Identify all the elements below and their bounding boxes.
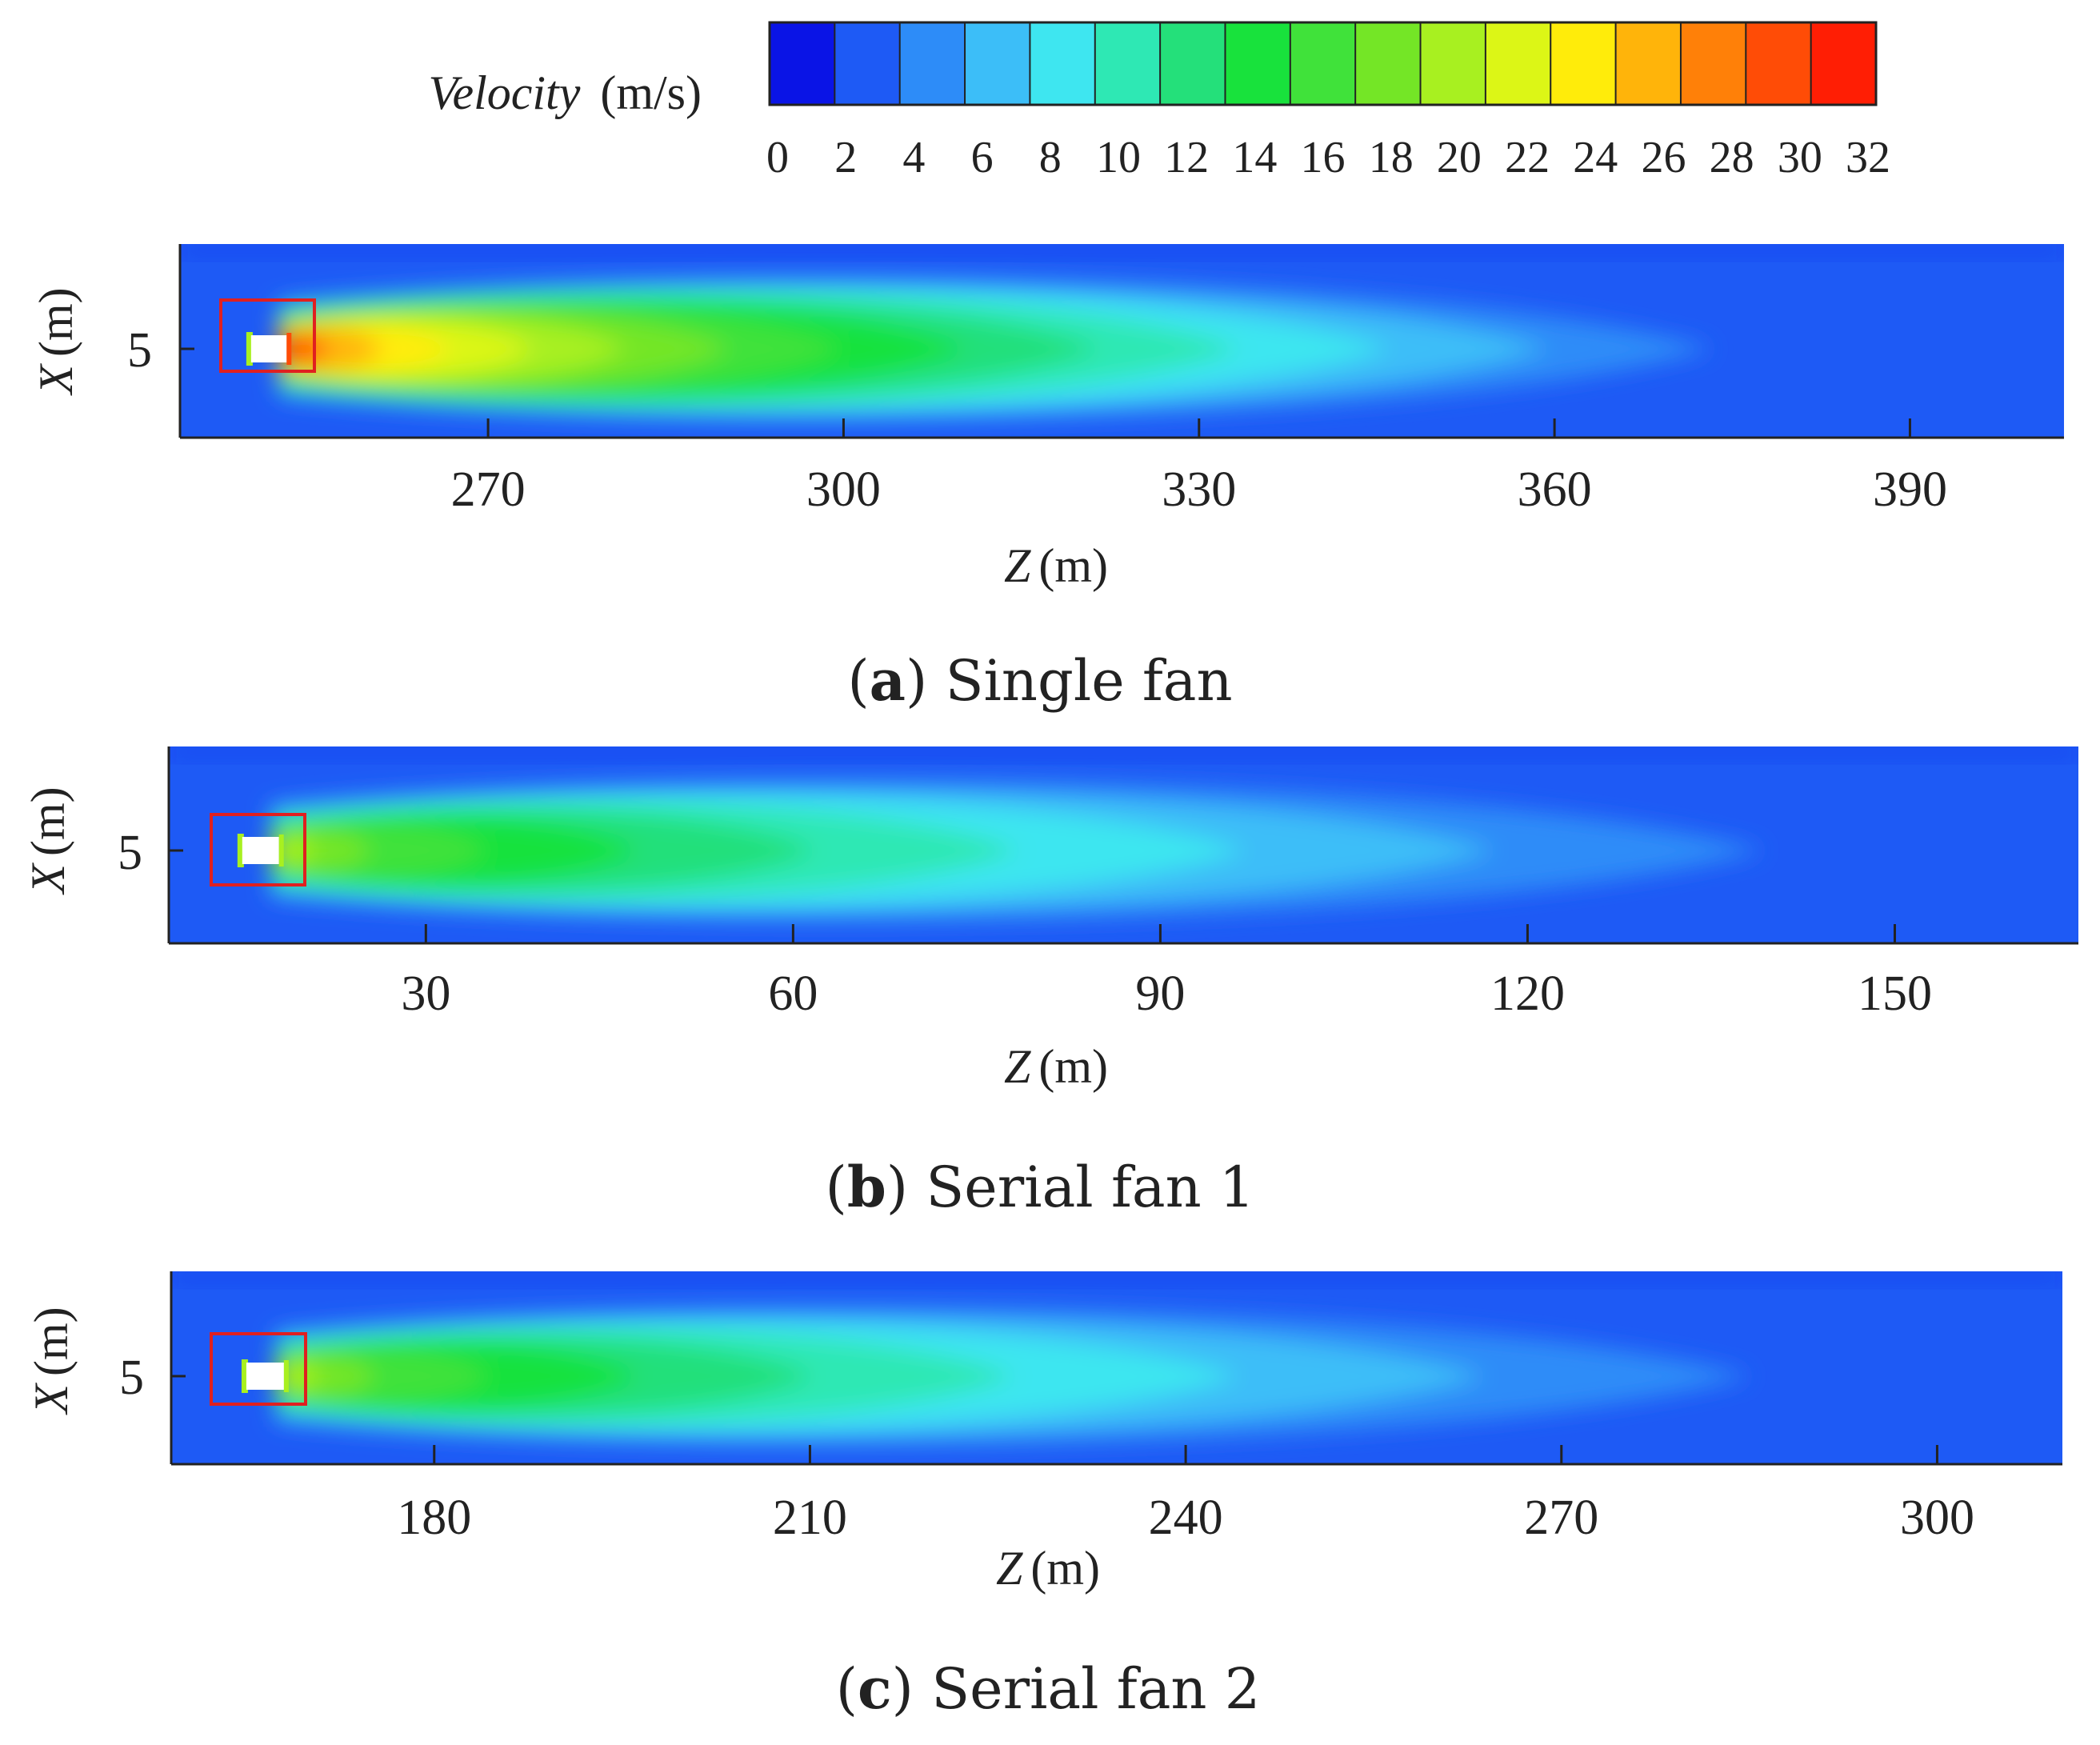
x-tick-label: 150	[1858, 967, 1932, 1021]
fan-highlight-box-c	[210, 1332, 307, 1406]
contour-field-c	[171, 1271, 2062, 1464]
colorbar-cell	[1354, 22, 1422, 106]
y-axis-label-b: X(m)	[22, 786, 74, 895]
colorbar-cell	[1224, 22, 1292, 106]
fan-highlight-box-a	[219, 298, 316, 373]
y-tick-label-b: 5	[118, 826, 142, 880]
panel-a: 5 270 300 330 360 390 X(m) Z (m) (a) Single f…	[30, 244, 2064, 714]
colorbar-tick-label: 32	[1846, 133, 1890, 182]
x-tick-label: 30	[401, 967, 450, 1021]
colorbar-cell	[964, 22, 1031, 106]
y-axis-label-c: X(m)	[25, 1307, 78, 1415]
colorbar-cell	[1484, 22, 1552, 106]
colorbar-cell	[1745, 22, 1813, 106]
panel-b: 5 30 60 90 120 150 X(m) Z (m) (b) Serial fan …	[22, 746, 2078, 1220]
x-tick-label: 90	[1135, 967, 1185, 1021]
colorbar-legend: Velocity (m/s) 0 2 4 6 8 10 12 14 16 18 20 22 24 26 28…	[428, 21, 1890, 182]
colorbar-cell	[1094, 22, 1162, 106]
colorbar-cell	[1419, 22, 1487, 106]
fan-body	[242, 837, 279, 864]
colorbar-tick-label: 26	[1641, 133, 1686, 182]
colorbar-tick-label: 2	[834, 133, 857, 182]
x-tick-label: 270	[451, 462, 526, 517]
colorbar-tick-label: 8	[1039, 133, 1062, 182]
colorbar-cell	[1679, 22, 1747, 106]
fan-inlet-edge	[246, 332, 253, 366]
colorbar-tick-label: 12	[1164, 133, 1209, 182]
colorbar-cell	[1810, 22, 1878, 106]
colorbar-tick-label: 10	[1096, 133, 1141, 182]
y-tick-label-c: 5	[119, 1351, 144, 1405]
colorbar-tick-labels: 0 2 4 6 8 10 12 14 16 18 20 22 24 26 28 30 32	[766, 133, 1890, 182]
x-axis-label-b: Z (m)	[1004, 1040, 1108, 1093]
x-tick-label: 330	[1162, 462, 1236, 517]
colorbar-cell	[1289, 22, 1357, 106]
panel-caption-c: (c) Serial fan 2	[836, 1655, 1261, 1722]
colorbar-tick-label: 0	[766, 133, 789, 182]
fan-inlet-edge	[237, 834, 244, 867]
colorbar-cell	[1614, 22, 1682, 106]
fan-inlet-edge	[241, 1359, 248, 1393]
x-tick-label: 300	[1900, 1491, 1974, 1545]
panel-caption-b: (b) Serial fan 1	[826, 1154, 1255, 1220]
legend-unit: (m/s)	[600, 66, 702, 119]
x-ticks-c: 180 210 240 270 300	[397, 1445, 1974, 1545]
colorbar-tick-label: 14	[1232, 133, 1277, 182]
legend-title: Velocity	[428, 66, 580, 119]
x-axis-label-c: Z (m)	[996, 1542, 1100, 1595]
contour-field-b	[169, 746, 2078, 943]
svg-text:Velocity (m/s): Velocity (m/s)	[428, 66, 702, 119]
x-ticks-a: 270 300 330 360 390	[451, 418, 1947, 517]
x-ticks-b: 30 60 90 120 150	[401, 924, 1932, 1021]
fan-body	[246, 1363, 284, 1390]
x-tick-label: 300	[806, 462, 881, 517]
colorbar-cell	[769, 22, 836, 106]
colorbar-tick-label: 28	[1710, 133, 1754, 182]
x-tick-label: 270	[1524, 1491, 1598, 1545]
x-tick-label: 390	[1873, 462, 1947, 517]
fan-outlet-edge	[286, 333, 292, 365]
y-axis-label-a: X(m)	[30, 287, 82, 395]
x-tick-label: 240	[1149, 1491, 1223, 1545]
colorbar-tick-label: 16	[1301, 133, 1346, 182]
x-tick-label: 180	[397, 1491, 471, 1545]
x-axis-label-a: Z (m)	[1004, 539, 1108, 592]
colorbar-tick-label: 18	[1369, 133, 1414, 182]
colorbar-cell	[898, 22, 966, 106]
x-tick-label: 210	[773, 1491, 847, 1545]
contour-field-a	[180, 244, 2064, 438]
fan-outlet-edge	[278, 834, 284, 866]
y-tick-label-a: 5	[127, 323, 152, 378]
x-tick-label: 120	[1490, 967, 1565, 1021]
panel-caption-a: (a) Single fan	[847, 647, 1232, 714]
fan-outlet-edge	[283, 1360, 289, 1392]
colorbar-tick-label: 20	[1437, 133, 1482, 182]
colorbar-cell	[1159, 22, 1226, 106]
colorbar-tick-label: 30	[1778, 133, 1822, 182]
panel-c: 5 180 210 240 270 300 X(m) Z (m) (c) Serial f…	[25, 1271, 2062, 1722]
fan-highlight-box-b	[210, 813, 306, 887]
colorbar-cell	[834, 22, 902, 106]
colorbar-frame	[768, 21, 1878, 106]
colorbar-cell	[1029, 22, 1097, 106]
colorbar-cells	[769, 22, 1878, 106]
colorbar-tick-label: 22	[1505, 133, 1550, 182]
colorbar-tick-label: 4	[902, 133, 925, 182]
fan-body	[250, 335, 287, 362]
colorbar-tick-label: 6	[971, 133, 994, 182]
colorbar-cell	[1550, 22, 1618, 106]
x-tick-label: 60	[768, 967, 818, 1021]
colorbar-tick-label: 24	[1573, 133, 1618, 182]
x-tick-label: 360	[1518, 462, 1592, 517]
